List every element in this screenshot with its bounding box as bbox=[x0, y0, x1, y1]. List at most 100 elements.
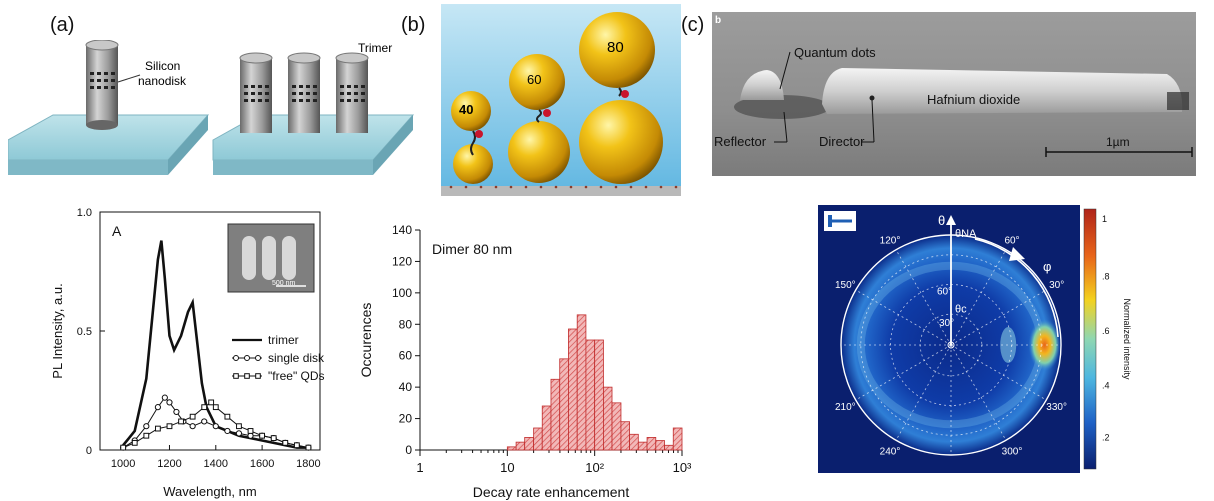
colorbar-tick-label: 1 bbox=[1102, 214, 1107, 224]
angular-gridline bbox=[855, 344, 952, 401]
legend-marker bbox=[244, 373, 250, 379]
panel-label-a: (a) bbox=[50, 14, 75, 36]
series-point-2 bbox=[224, 413, 231, 420]
label-reflector: Reflector bbox=[714, 134, 767, 149]
angular-gridline bbox=[950, 289, 1047, 346]
legend-marker bbox=[244, 355, 250, 361]
sem-corner-label: b bbox=[715, 15, 721, 26]
y-tick-label: 20 bbox=[399, 412, 413, 426]
trimer-disks bbox=[239, 52, 369, 133]
y-tick-label: 60 bbox=[399, 349, 413, 363]
colorbar bbox=[1083, 208, 1097, 470]
y-tick-label: 140 bbox=[392, 223, 412, 237]
series-point-2 bbox=[166, 423, 173, 430]
x-tick-label: 10² bbox=[585, 460, 604, 475]
series-point-1 bbox=[166, 399, 173, 406]
colorbar-tick-label: .8 bbox=[1102, 271, 1110, 281]
polar-emission-map: 30° 60° 120° 150° 210° 240° 300° 330° 30° 60° θθNA… bbox=[818, 205, 1132, 473]
series-point-2 bbox=[212, 404, 219, 411]
y-tick-label: 0 bbox=[86, 445, 92, 457]
colorbar-tick-label: .6 bbox=[1102, 326, 1110, 336]
series-line-0 bbox=[122, 240, 309, 449]
phi-arrowhead bbox=[1009, 247, 1025, 261]
x-tick-label: 1 bbox=[416, 460, 423, 475]
series-point-2 bbox=[208, 399, 215, 406]
inset-pillar bbox=[262, 236, 276, 280]
histogram-annotation: Dimer 80 nm bbox=[432, 241, 512, 257]
single-nanodisk bbox=[85, 40, 119, 130]
theta-arrowhead bbox=[946, 215, 956, 225]
y-axis-label: PL Intensity, a.u. bbox=[50, 283, 65, 378]
histogram-bar bbox=[672, 427, 683, 451]
series-point-2 bbox=[120, 444, 127, 451]
nanodisk-schematic: Silicon nanodisk Trimer bbox=[8, 40, 415, 175]
panel-label-c: (c) bbox=[681, 14, 705, 36]
histogram-bar bbox=[568, 328, 578, 451]
y-tick-label: 80 bbox=[399, 317, 413, 331]
angle-label: 210° bbox=[835, 402, 856, 413]
colorbar-tick-label: .2 bbox=[1102, 433, 1110, 443]
pl-intensity-chart: 1000 1200 1400 1600 1800 0 0.5 1.0 Wavelength, n… bbox=[50, 207, 325, 499]
series-point-1 bbox=[189, 423, 196, 430]
series-point-2 bbox=[259, 432, 266, 439]
angle-label: 240° bbox=[880, 447, 901, 458]
angular-gridline bbox=[895, 249, 952, 346]
series-point-2 bbox=[189, 413, 196, 420]
histogram-bar bbox=[629, 433, 639, 451]
emission-lobe bbox=[1000, 327, 1017, 363]
series-point-1 bbox=[161, 394, 168, 401]
inset-pillar bbox=[242, 236, 256, 280]
series-point-1 bbox=[235, 430, 243, 437]
legend-label: "free" QDs bbox=[268, 369, 325, 383]
radial-label: 30° bbox=[939, 318, 954, 329]
histogram-bar bbox=[611, 402, 622, 451]
series-point-1 bbox=[247, 432, 254, 439]
histogram-bar bbox=[541, 405, 552, 451]
histogram-bar bbox=[637, 441, 648, 451]
x-tick-label: 10³ bbox=[673, 460, 692, 475]
y-tick-label: 100 bbox=[392, 286, 412, 300]
y-tick-label: 120 bbox=[392, 254, 412, 268]
histogram-bar bbox=[646, 437, 657, 451]
y-tick-label: 1.0 bbox=[77, 207, 92, 219]
theta-symbol: θ bbox=[938, 213, 945, 228]
sem-image: b Quantum dots Hafnium dioxide Reflector… bbox=[712, 12, 1196, 176]
histogram-bar bbox=[533, 427, 543, 451]
phi-symbol: φ bbox=[1043, 259, 1051, 274]
label-director: Director bbox=[819, 134, 865, 149]
legend-marker bbox=[233, 355, 239, 361]
histogram-bar bbox=[585, 339, 596, 451]
histogram-bar bbox=[559, 358, 569, 451]
gold-dimer-schematic: 40 60 80 bbox=[441, 4, 681, 196]
theta-na-symbol: θNA bbox=[955, 228, 977, 240]
sphere-label-80: 80 bbox=[607, 39, 624, 56]
legend-label: trimer bbox=[268, 333, 299, 347]
histogram-bar bbox=[594, 339, 604, 451]
angle-label: 120° bbox=[880, 235, 901, 246]
y-tick-label: 0.5 bbox=[77, 326, 92, 338]
colorbar-label: Normalized intensity bbox=[1122, 298, 1132, 380]
angular-gridline bbox=[950, 249, 1007, 346]
x-tick-label: 1400 bbox=[204, 458, 228, 470]
sphere-label-40: 40 bbox=[459, 102, 473, 117]
series-point-2 bbox=[282, 439, 289, 446]
label-silicon: Silicon bbox=[145, 59, 180, 73]
emission-hotspot bbox=[1028, 319, 1061, 371]
series-point-2 bbox=[201, 404, 208, 411]
label-trimer: Trimer bbox=[358, 41, 392, 55]
series-point-1 bbox=[143, 423, 150, 430]
histogram-bar bbox=[664, 444, 674, 451]
series-point-2 bbox=[236, 423, 242, 430]
angle-label: 30° bbox=[1049, 280, 1064, 291]
legend-marker bbox=[255, 373, 261, 379]
inset-pillar bbox=[282, 236, 296, 280]
series-point-2 bbox=[305, 444, 312, 451]
legend-marker bbox=[233, 373, 239, 379]
scale-bar-label: 1µm bbox=[1106, 135, 1130, 149]
histogram-bar bbox=[603, 386, 613, 451]
series-point-1 bbox=[154, 404, 161, 411]
angular-gridline bbox=[950, 344, 1007, 441]
sphere-label-60: 60 bbox=[527, 72, 541, 87]
x-axis-label: Wavelength, nm bbox=[163, 484, 256, 499]
phi-arc bbox=[974, 238, 1059, 338]
